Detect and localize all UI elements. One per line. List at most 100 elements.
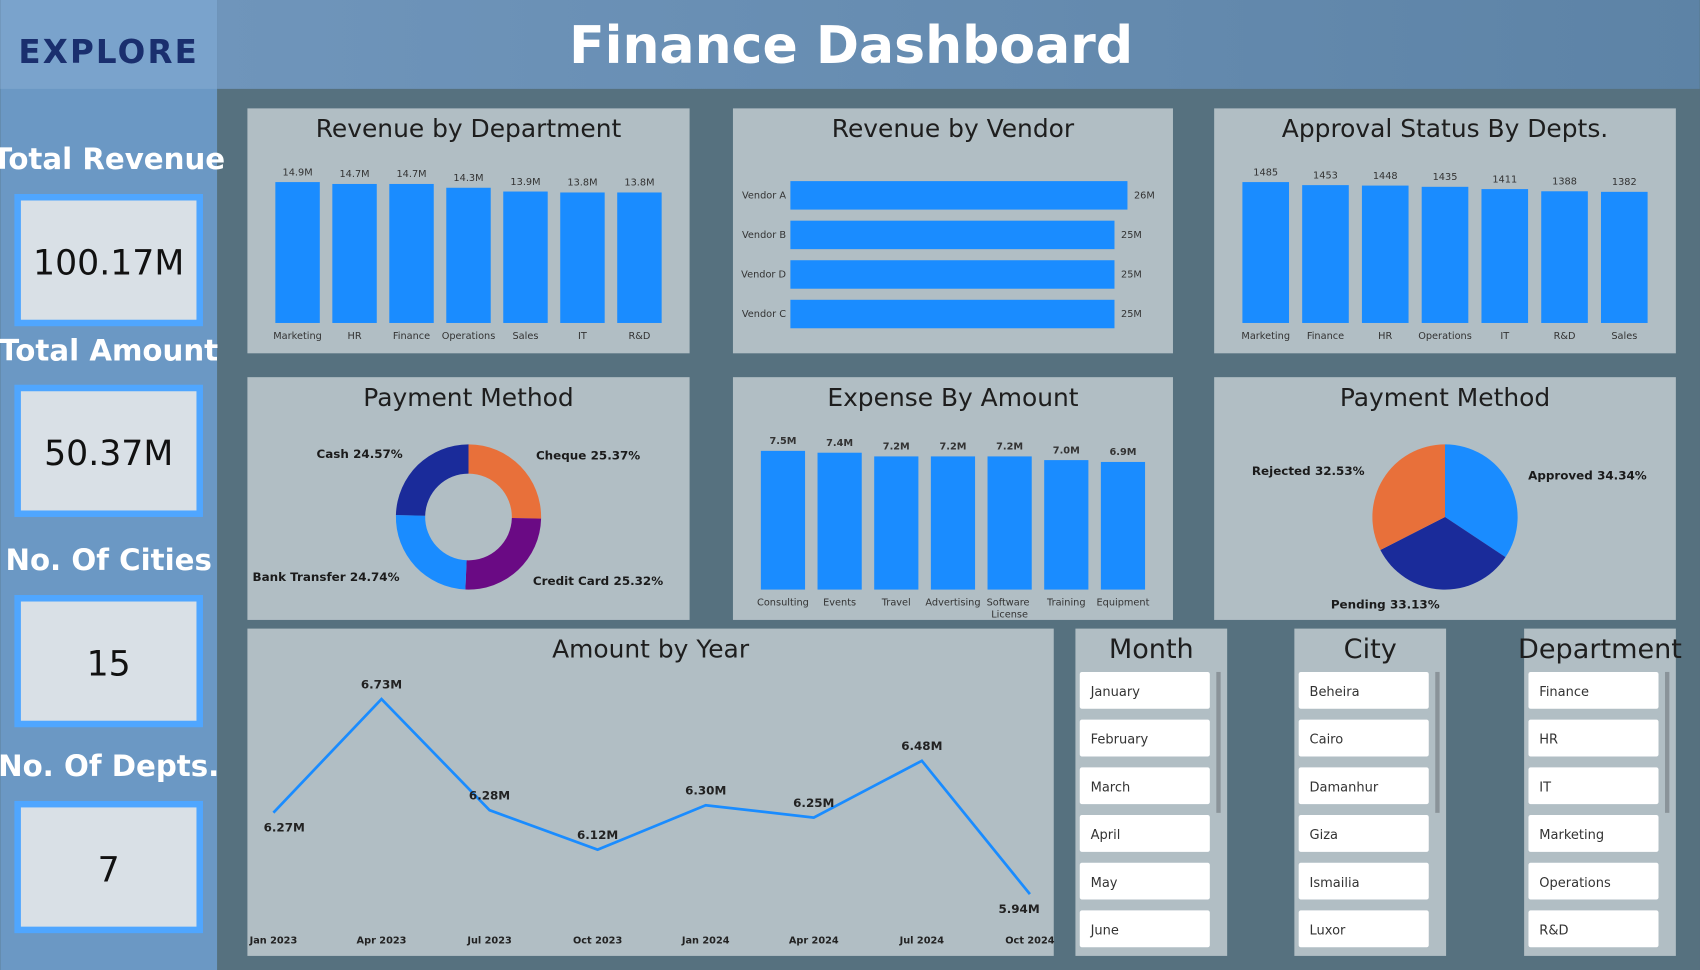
slicer-item-label[interactable]: Operations	[1539, 876, 1611, 891]
x-tick-label: Sales	[1611, 331, 1637, 342]
x-tick-label: IT	[1500, 331, 1509, 342]
slicer-item[interactable]	[1079, 767, 1210, 805]
y-tick-label: Vendor B	[742, 230, 786, 241]
slicer-item[interactable]	[1298, 719, 1429, 757]
bar	[617, 192, 662, 323]
slicer-item-label[interactable]: June	[1090, 923, 1119, 938]
bar	[1044, 460, 1089, 590]
slicer-item[interactable]	[1079, 671, 1210, 709]
slicer-item-label[interactable]: Damanhur	[1310, 780, 1379, 795]
slicer-item-label[interactable]: February	[1091, 733, 1149, 748]
data-label: 6.28M	[469, 789, 510, 803]
x-tick-label: HR	[1378, 331, 1392, 342]
bar	[1242, 182, 1290, 323]
x-tick-label: Marketing	[273, 331, 322, 342]
x-tick-label: Jul 2023	[466, 936, 512, 947]
x-tick-label: R&D	[1554, 331, 1576, 342]
slicer-item-label[interactable]: May	[1091, 876, 1118, 891]
slicer-item[interactable]	[1528, 719, 1659, 757]
slicer-item-label[interactable]: IT	[1539, 780, 1551, 795]
slicer-item-label[interactable]: Giza	[1310, 828, 1338, 843]
data-label: 6.48M	[901, 739, 942, 753]
slicer-item[interactable]	[1298, 767, 1429, 805]
slice-name: Cash	[316, 447, 348, 461]
slice-value: 24.74%	[350, 569, 400, 583]
slicer-item[interactable]	[1298, 671, 1429, 709]
slicer-item[interactable]	[1298, 862, 1429, 900]
bar	[790, 299, 1115, 329]
slicer-item[interactable]	[1528, 910, 1659, 948]
kpi-card	[14, 800, 203, 934]
data-label: 25M	[1121, 230, 1142, 241]
x-tick-label: Apr 2024	[789, 936, 839, 947]
data-label: 7.2M	[883, 442, 910, 453]
dashboard-title: Finance Dashboard	[569, 16, 1133, 76]
kpi-card	[14, 384, 203, 517]
bar	[987, 456, 1032, 590]
slicer-item[interactable]	[1528, 862, 1659, 900]
data-label: 7.0M	[1053, 445, 1080, 456]
slice-value: 32.53%	[1315, 464, 1365, 478]
x-tick-label: Jul 2024	[899, 936, 945, 947]
slicer-item-label[interactable]: R&D	[1539, 923, 1568, 938]
slicer-item-label[interactable]: January	[1090, 685, 1141, 700]
slicer-item[interactable]	[1528, 767, 1659, 805]
x-tick-label: Travel	[881, 598, 911, 609]
data-label: 5.94M	[998, 902, 1039, 916]
x-tick-label: Jan 2024	[681, 936, 730, 947]
slicer-item[interactable]	[1079, 815, 1210, 852]
chart-title: Payment Method	[1340, 383, 1550, 412]
slice	[395, 515, 467, 590]
data-label: 6.9M	[1109, 447, 1136, 458]
slicer-item-label[interactable]: March	[1091, 780, 1131, 795]
data-label: 6.73M	[361, 677, 402, 691]
x-tick-label: Operations	[1418, 331, 1472, 342]
x-tick-label: Marketing	[1241, 331, 1290, 342]
kpi-label: Total Amount	[0, 334, 218, 368]
bar	[1302, 185, 1349, 323]
slicer-item[interactable]	[1528, 671, 1659, 709]
x-tick-label: R&D	[628, 331, 650, 342]
slice	[395, 444, 469, 516]
slice-name: Credit Card	[533, 574, 609, 588]
kpi-label: No. Of Depts.	[0, 749, 219, 783]
slicer-item-label[interactable]: Cairo	[1310, 733, 1344, 748]
slice-label: Cheque 25.37%	[536, 448, 640, 462]
bar	[1481, 189, 1529, 323]
slicer-item-label[interactable]: Beheira	[1310, 685, 1360, 700]
bar	[1421, 186, 1469, 323]
slicer-item[interactable]	[1298, 910, 1429, 948]
slice-name: Bank Transfer	[253, 569, 346, 583]
slicer-item-label[interactable]: Marketing	[1539, 828, 1604, 843]
slice-label: Cash 24.57%	[316, 447, 402, 461]
slicer-item[interactable]	[1079, 862, 1210, 900]
slicer-item[interactable]	[1528, 815, 1659, 852]
y-tick-label: Vendor A	[742, 190, 786, 201]
slicer-item[interactable]	[1298, 815, 1429, 852]
slicer-item-label[interactable]: Finance	[1539, 685, 1589, 700]
x-tick-label: Jan 2023	[249, 936, 298, 947]
data-label: 1485	[1253, 167, 1278, 178]
data-label: 6.12M	[577, 828, 618, 842]
slice-name: Rejected	[1252, 464, 1311, 478]
bar	[503, 191, 548, 323]
slicer-item-label[interactable]: April	[1091, 828, 1121, 843]
slicer-item[interactable]	[1079, 910, 1210, 948]
slicer-item[interactable]	[1079, 719, 1210, 757]
data-label: 1453	[1313, 170, 1338, 181]
slicer-item-label[interactable]: Ismailia	[1310, 876, 1360, 891]
slicer-item-label[interactable]: HR	[1539, 733, 1558, 748]
slice-value: 33.13%	[1390, 597, 1440, 611]
x-tick-label: Oct 2023	[573, 936, 622, 947]
slicer-item-label[interactable]: Luxor	[1310, 923, 1347, 938]
x-tick-label: Equipment	[1096, 598, 1149, 609]
x-tick-label: Oct 2024	[1005, 936, 1054, 947]
data-label: 1435	[1433, 172, 1458, 183]
chart-title: Amount by Year	[552, 634, 750, 663]
data-label: 25M	[1121, 309, 1142, 320]
data-label: 1448	[1373, 171, 1398, 182]
bar	[790, 260, 1115, 289]
slice	[1380, 516, 1506, 590]
